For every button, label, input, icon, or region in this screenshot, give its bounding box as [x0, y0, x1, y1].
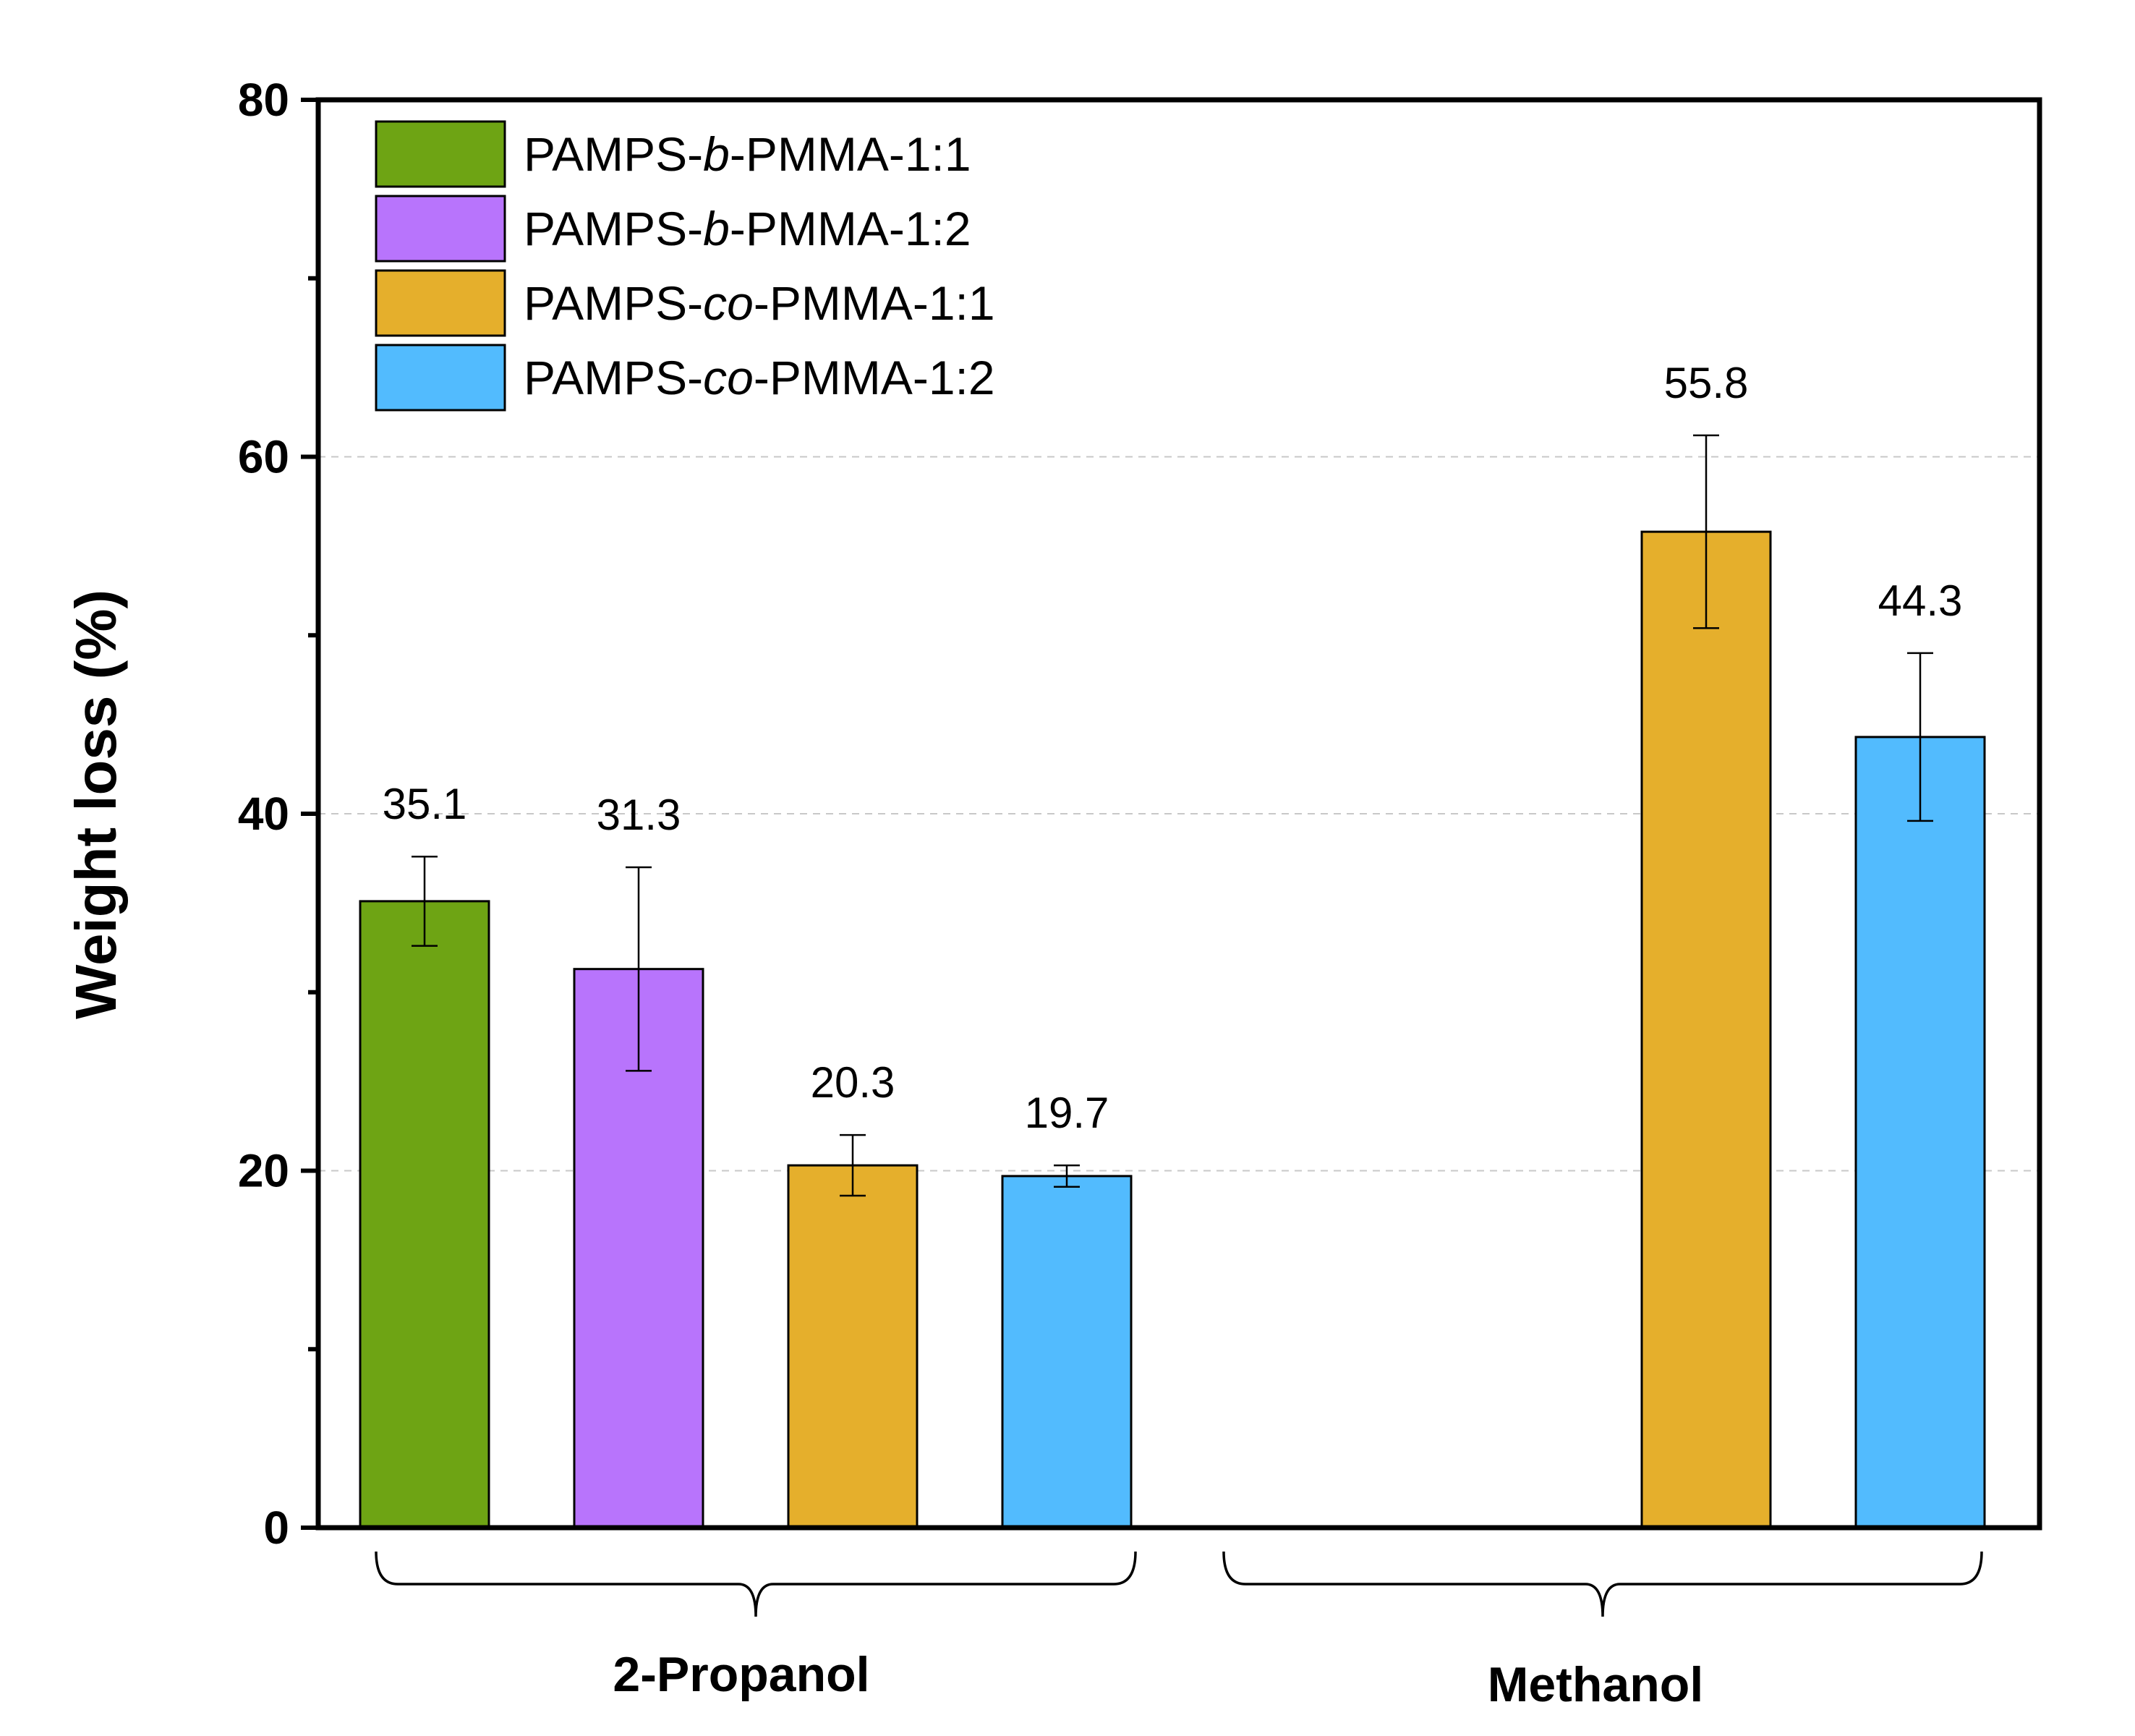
legend-swatch-1 — [375, 195, 506, 263]
legend: PAMPS-b-PMMA-1:1 PAMPS-b-PMMA-1:2 PAMPS-co… — [375, 120, 995, 412]
data-label-0-0: 35.1 — [383, 780, 467, 828]
bar-1-2 — [1640, 530, 1772, 1529]
legend-label-1: PAMPS-b-PMMA-1:2 — [524, 202, 971, 255]
category-groups: 2-Propanol Methanol — [375, 1551, 1983, 1712]
y-tick-label-40: 40 — [238, 788, 289, 840]
y-tick-label-80: 80 — [238, 74, 289, 126]
data-label-1-2: 55.8 — [1664, 359, 1749, 407]
data-labels: 35.1 31.3 20.3 19.7 55.8 44.3 — [383, 359, 1963, 1137]
data-label-0-3: 19.7 — [1025, 1089, 1109, 1137]
legend-swatch-0 — [375, 120, 506, 188]
bar-0-0 — [359, 900, 490, 1529]
data-label-0-2: 20.3 — [811, 1058, 895, 1107]
y-tick-label-20: 20 — [238, 1145, 289, 1197]
axes: 0 20 40 60 80 — [238, 74, 2042, 1554]
bars — [359, 530, 1986, 1529]
y-tick-label-0: 0 — [263, 1502, 289, 1554]
y-tick-label-60: 60 — [238, 431, 289, 483]
bar-0-3 — [1001, 1175, 1133, 1529]
y-axis-title: Weight loss (%) — [64, 590, 128, 1019]
legend-swatch-3 — [375, 344, 506, 412]
bar-0-2 — [787, 1164, 919, 1529]
legend-label-0: PAMPS-b-PMMA-1:1 — [524, 127, 971, 181]
bar-1-3 — [1854, 736, 1986, 1529]
category-brace-0 — [375, 1551, 1137, 1617]
error-bars — [412, 434, 1933, 1197]
category-label-1: Methanol — [1488, 1657, 1703, 1712]
legend-swatch-2 — [375, 269, 506, 337]
data-label-1-3: 44.3 — [1878, 576, 1963, 625]
category-brace-1 — [1222, 1551, 1983, 1617]
category-label-0: 2-Propanol — [613, 1647, 869, 1702]
legend-label-2: PAMPS-co-PMMA-1:1 — [524, 276, 995, 330]
legend-label-3: PAMPS-co-PMMA-1:2 — [524, 351, 995, 404]
data-label-0-1: 31.3 — [597, 791, 681, 839]
